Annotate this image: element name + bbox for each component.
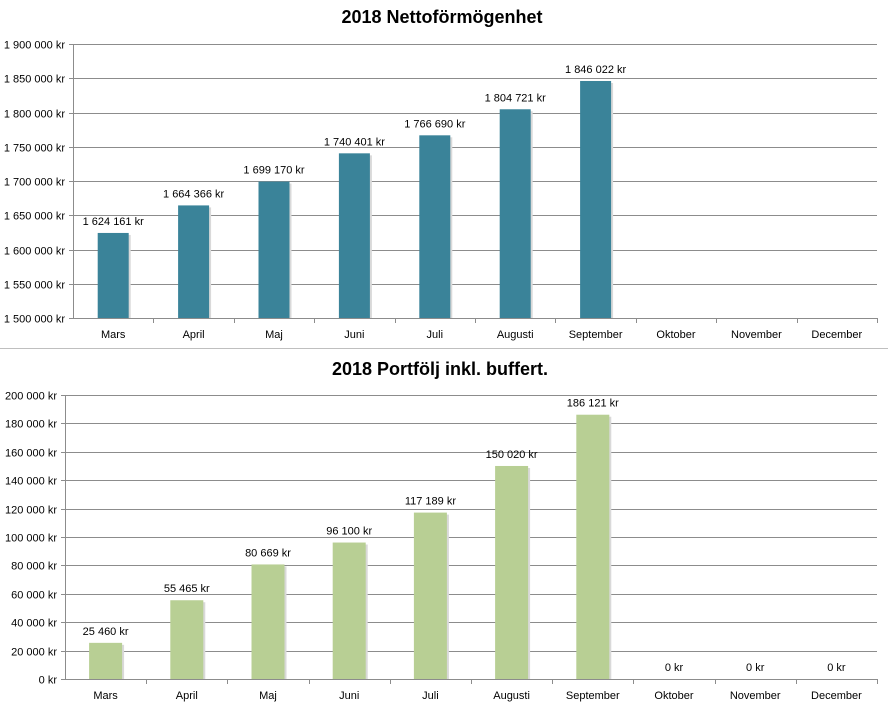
x-tick-labels: Mars April Maj Juni Juli Augusti September Okto… [101,329,863,341]
bar [89,642,123,679]
data-label: 0 kr [665,662,684,674]
data-label: 55 465 kr [164,583,210,595]
bars [97,80,614,318]
x-tick-label: December [811,690,862,702]
bar [413,512,447,679]
x-tick-label: September [569,329,623,341]
bar [251,564,285,679]
y-tick-label: 120 000 kr [5,505,57,517]
y-tick-label: 1 500 000 kr [4,314,65,326]
bar [258,181,290,318]
y-tick-label: 1 900 000 kr [4,40,65,52]
y-tick-label: 140 000 kr [5,476,57,488]
data-label: 0 kr [746,662,765,674]
chart-title: 2018 Portfölj inkl. buffert. [332,359,548,379]
bar [97,232,129,318]
x-tick-label: Mars [93,690,118,702]
y-tick-label: 1 800 000 kr [4,109,65,121]
y-tick-label: 40 000 kr [11,618,57,630]
y-tick-label: 1 700 000 kr [4,177,65,189]
bar [332,542,366,679]
data-labels: 1 624 161 kr 1 664 366 kr 1 699 170 kr 1 74… [83,64,627,228]
chart-divider [0,348,888,349]
data-label: 96 100 kr [326,526,372,538]
y-tick-label: 1 550 000 kr [4,280,65,292]
x-tick-label: April [176,690,198,702]
x-tick-label: Juli [427,329,444,341]
data-label: 25 460 kr [83,626,129,638]
y-tick-label: 20 000 kr [11,647,57,659]
y-tick-label: 160 000 kr [5,448,57,460]
x-tick-label: April [183,329,205,341]
x-tick-label: September [566,690,620,702]
x-tick-label: Juli [422,690,439,702]
y-tick-label: 1 650 000 kr [4,211,65,223]
y-tick-label: 1 600 000 kr [4,246,65,258]
chart-title: 2018 Nettoförmögenhet [341,7,542,27]
bar [499,109,531,318]
portfolio-chart-svg: 2018 Portfölj inkl. buffert. 25 460 kr 55… [5,359,878,702]
gridlines [61,395,878,684]
bar [495,465,529,679]
x-tick-labels: Mars April Maj Juni Juli Augusti September Okto… [93,690,862,702]
bars [89,414,612,679]
data-label: 0 kr [827,662,846,674]
bar [178,205,210,318]
data-label: 1 804 721 kr [485,92,546,104]
data-label: 1 699 170 kr [243,165,304,177]
bar [419,135,451,318]
x-tick-label: Mars [101,329,126,341]
y-tick-label: 200 000 kr [5,391,57,403]
bar [338,153,370,318]
y-tick-label: 100 000 kr [5,533,57,545]
y-tick-label: 0 kr [39,675,58,687]
y-tick-label: 60 000 kr [11,590,57,602]
x-tick-label: November [731,329,782,341]
x-tick-label: November [730,690,781,702]
y-tick-label: 1 750 000 kr [4,143,65,155]
y-tick-label: 180 000 kr [5,419,57,431]
data-label: 1 766 690 kr [404,118,465,130]
x-tick-label: Maj [259,690,277,702]
data-label: 1 740 401 kr [324,136,385,148]
net-worth-chart: 2018 Nettoförmögenhet 1 624 161 kr 1 664 … [0,0,888,348]
x-tick-label: Maj [265,329,283,341]
portfolio-chart: 2018 Portfölj inkl. buffert. 25 460 kr 55… [0,350,888,707]
bar [576,414,610,679]
data-label: 80 669 kr [245,547,291,559]
x-tick-label: Oktober [656,329,695,341]
bar [170,600,204,679]
net-worth-chart-svg: 2018 Nettoförmögenhet 1 624 161 kr 1 664 … [4,7,878,341]
data-label: 150 020 kr [486,449,538,461]
y-tick-labels: 0 kr 20 000 kr 40 000 kr 60 000 kr 80 000 kr… [5,391,57,687]
data-label: 117 189 kr [405,496,457,508]
y-tick-label: 80 000 kr [11,561,57,573]
x-tick-label: December [811,329,862,341]
y-tick-labels: 1 500 000 kr 1 550 000 kr 1 600 000 kr 1 65… [4,40,65,326]
y-tick-label: 1 850 000 kr [4,74,65,86]
x-tick-label: Juni [344,329,364,341]
x-tick-label: Juni [339,690,359,702]
x-tick-label: Oktober [654,690,693,702]
data-label: 1 664 366 kr [163,188,224,200]
data-label: 1 624 161 kr [83,216,144,228]
x-tick-label: Augusti [493,690,530,702]
data-label: 186 121 kr [567,398,619,410]
x-tick-label: Augusti [497,329,534,341]
data-labels: 25 460 kr 55 465 kr 80 669 kr 96 100 kr 117 … [83,398,846,674]
bar [580,80,612,318]
data-label: 1 846 022 kr [565,64,626,76]
